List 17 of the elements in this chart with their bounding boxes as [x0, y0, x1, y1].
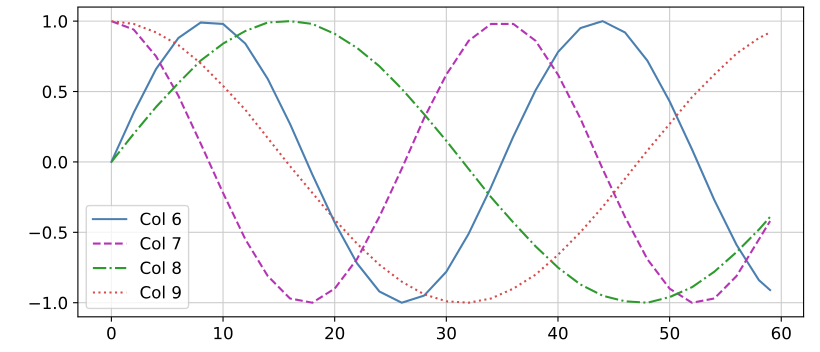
legend-label: Col 9: [140, 286, 181, 299]
y-tick-label: 0.0: [42, 156, 68, 168]
x-tick-label: 20: [325, 326, 344, 340]
x-tick-label: 30: [437, 326, 456, 340]
y-tick-label: −1.0: [29, 296, 68, 310]
line-series: [110, 20, 772, 304]
x-tick-label: 60: [772, 326, 791, 340]
x-tick-label: 10: [214, 326, 233, 340]
x-tick-label: 40: [548, 326, 568, 340]
x-tick-label: 50: [660, 326, 680, 340]
y-tick-label: 0.5: [42, 85, 67, 98]
y-tick-label: −0.5: [29, 226, 67, 239]
legend-label: Col 8: [140, 261, 181, 274]
x-tick-label: 0: [107, 326, 116, 340]
legend-label: Col 6: [140, 212, 181, 226]
y-tick-label: 1.0: [44, 15, 68, 28]
legend-label: Col 7: [140, 236, 181, 250]
